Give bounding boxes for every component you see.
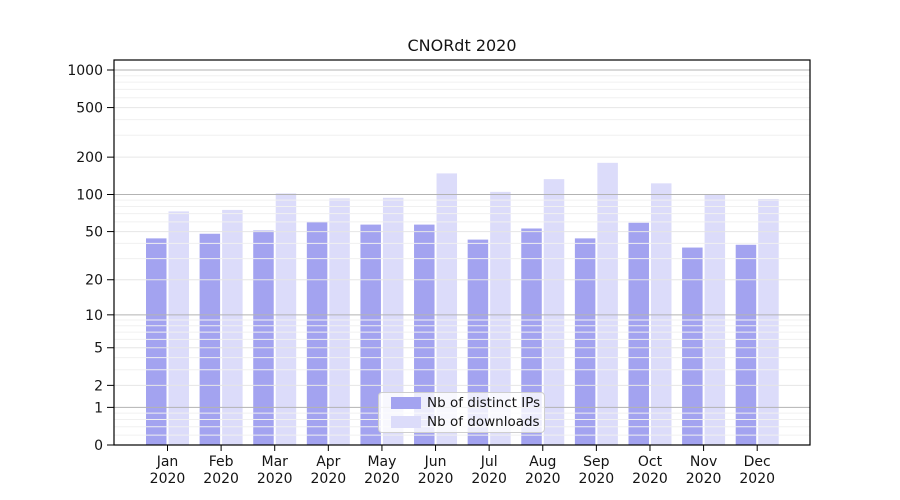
axis-frame xyxy=(113,59,811,446)
bar-downloads-jan xyxy=(168,211,189,445)
bar-distinct-ips-aug xyxy=(521,228,542,445)
legend-swatch-distinct-ips xyxy=(391,397,421,409)
y-tick-label-0: 0 xyxy=(94,438,103,454)
bar-downloads-may xyxy=(382,197,404,445)
y-tick-label-20: 20 xyxy=(85,273,103,289)
bar-distinct-ips-nov xyxy=(682,247,703,445)
bar-downloads-jun xyxy=(436,173,458,445)
legend: Nb of distinct IPs Nb of downloads xyxy=(378,392,545,433)
y-tick-label-1000: 1000 xyxy=(67,63,103,79)
y-tick-label-200: 200 xyxy=(76,150,103,166)
bar-distinct-ips-oct xyxy=(628,222,649,445)
x-tick-label-aug: Aug 2020 xyxy=(525,454,561,487)
y-tick-label-50: 50 xyxy=(85,225,103,241)
y-tick-label-1: 1 xyxy=(94,400,103,416)
chart-title: CNORdt 2020 xyxy=(407,36,517,55)
x-tick-label-dec: Dec 2020 xyxy=(739,454,775,487)
bar-downloads-jul xyxy=(490,191,511,445)
bar-distinct-ips-sep xyxy=(574,238,596,445)
x-tick-label-apr: Apr 2020 xyxy=(311,454,347,487)
bar-distinct-ips-mar xyxy=(253,230,274,445)
legend-swatch-downloads xyxy=(391,416,421,428)
x-tick-label-mar: Mar 2020 xyxy=(257,454,293,487)
bar-downloads-aug xyxy=(543,179,565,445)
x-tick-label-jul: Jul 2020 xyxy=(471,454,507,487)
x-tick-label-nov: Nov 2020 xyxy=(686,454,722,487)
x-tick-label-sep: Sep 2020 xyxy=(579,454,615,487)
y-tick-label-100: 100 xyxy=(76,187,103,203)
bar-downloads-dec xyxy=(758,198,779,445)
y-tick-label-5: 5 xyxy=(94,341,103,357)
bar-distinct-ips-jan xyxy=(146,238,167,445)
x-tick-label-oct: Oct 2020 xyxy=(632,454,668,487)
x-tick-label-may: May 2020 xyxy=(364,454,400,487)
y-tick-label-10: 10 xyxy=(85,308,103,324)
x-tick-label-jan: Jan 2020 xyxy=(150,454,186,487)
bar-downloads-oct xyxy=(650,183,672,445)
legend-item-downloads: Nb of downloads xyxy=(391,414,544,430)
bar-distinct-ips-apr xyxy=(306,221,328,445)
bar-downloads-mar xyxy=(275,193,297,445)
x-tick-label-feb: Feb 2020 xyxy=(203,454,239,487)
y-tick-label-2: 2 xyxy=(94,378,103,394)
bar-downloads-apr xyxy=(329,198,350,445)
bar-downloads-sep xyxy=(597,162,618,446)
bar-downloads-feb xyxy=(222,209,243,445)
legend-item-distinct-ips: Nb of distinct IPs xyxy=(391,395,544,411)
x-tick-label-jun: Jun 2020 xyxy=(418,454,454,487)
bar-distinct-ips-dec xyxy=(735,244,757,445)
legend-label-downloads: Nb of downloads xyxy=(427,414,540,430)
legend-label-distinct-ips: Nb of distinct IPs xyxy=(427,395,541,411)
y-tick-label-500: 500 xyxy=(76,101,103,117)
